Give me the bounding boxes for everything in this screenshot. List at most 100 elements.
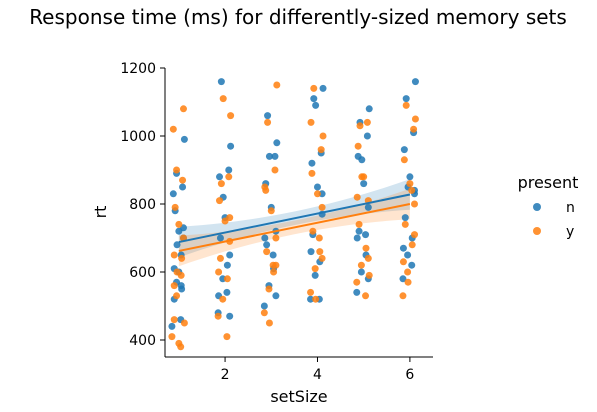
- point-y: [168, 333, 176, 341]
- point-y: [272, 261, 280, 269]
- point-y: [399, 292, 407, 300]
- point-n: [169, 190, 177, 198]
- point-n: [272, 292, 280, 300]
- point-n: [400, 146, 408, 154]
- point-y: [364, 254, 372, 262]
- point-y: [179, 176, 187, 184]
- point-n: [307, 295, 315, 303]
- regression-line-n: [178, 193, 411, 244]
- legend: present n y: [518, 173, 579, 240]
- point-y: [173, 268, 181, 276]
- point-y: [353, 278, 361, 286]
- point-y: [260, 309, 268, 317]
- point-n: [264, 112, 272, 120]
- point-y: [400, 156, 408, 164]
- point-y: [180, 319, 188, 327]
- point-y: [362, 292, 370, 300]
- point-y: [365, 271, 373, 279]
- point-n: [271, 152, 279, 160]
- point-n: [178, 285, 186, 293]
- point-n: [168, 322, 176, 330]
- point-n: [307, 248, 315, 256]
- point-y: [214, 312, 222, 320]
- point-y: [272, 234, 280, 242]
- point-y: [309, 227, 317, 235]
- point-y: [169, 125, 177, 133]
- point-n: [225, 166, 233, 174]
- x-tick-label: 4: [313, 367, 322, 383]
- point-y: [357, 261, 365, 269]
- point-y: [223, 333, 231, 341]
- point-n: [363, 132, 371, 140]
- point-n: [180, 135, 188, 143]
- point-n: [310, 95, 318, 103]
- point-y: [263, 248, 271, 256]
- point-y: [219, 95, 227, 103]
- point-y: [406, 180, 414, 188]
- chart-title: Response time (ms) for differently-sized…: [29, 5, 567, 29]
- point-n: [364, 203, 372, 211]
- point-y: [226, 214, 234, 222]
- point-n: [179, 183, 187, 191]
- point-n: [216, 173, 224, 181]
- point-y: [404, 278, 412, 286]
- point-y: [171, 203, 179, 211]
- point-y: [273, 81, 281, 89]
- point-y: [404, 268, 412, 276]
- point-n: [365, 105, 373, 113]
- point-n: [263, 241, 271, 249]
- point-y: [264, 118, 272, 126]
- y-tick-label: 800: [129, 197, 156, 213]
- point-y: [225, 173, 233, 181]
- point-n: [226, 251, 234, 259]
- y-tick-label: 600: [129, 265, 156, 281]
- point-n: [399, 244, 407, 252]
- point-y: [261, 183, 269, 191]
- point-y: [219, 295, 227, 303]
- point-y: [362, 244, 370, 252]
- point-y: [307, 288, 315, 296]
- point-y: [401, 220, 409, 228]
- point-y: [170, 282, 178, 290]
- regression-lines: [178, 193, 411, 252]
- point-n: [217, 78, 225, 86]
- x-tick-label: 6: [405, 367, 414, 383]
- point-y: [271, 166, 279, 174]
- point-y: [270, 268, 278, 276]
- point-y: [316, 248, 324, 256]
- legend-marker-y: [533, 227, 541, 235]
- x-tick-label: 2: [221, 367, 230, 383]
- point-y: [175, 339, 183, 347]
- point-n: [319, 84, 327, 92]
- legend-title: present: [518, 173, 579, 192]
- point-n: [308, 159, 316, 167]
- point-n: [399, 275, 407, 283]
- point-y: [411, 231, 419, 239]
- point-n: [355, 227, 363, 235]
- point-y: [223, 275, 231, 283]
- point-n: [360, 180, 368, 188]
- point-y: [216, 254, 224, 262]
- point-y: [399, 258, 407, 266]
- point-y: [173, 292, 181, 300]
- point-y: [170, 316, 178, 324]
- y-tick-label: 1000: [120, 129, 156, 145]
- point-y: [170, 251, 178, 259]
- point-n: [227, 142, 235, 150]
- point-n: [353, 234, 361, 242]
- point-y: [312, 295, 320, 303]
- point-y: [402, 101, 410, 109]
- point-n: [357, 268, 365, 276]
- x-ticks: 2 4 6: [221, 357, 414, 383]
- point-y: [353, 193, 361, 201]
- point-y: [354, 142, 362, 150]
- point-y: [319, 132, 327, 140]
- point-n: [226, 312, 234, 320]
- point-n: [358, 156, 366, 164]
- point-n: [173, 241, 181, 249]
- point-y: [265, 285, 273, 293]
- point-n: [260, 302, 268, 310]
- point-n: [408, 261, 416, 269]
- x-axis-label: setSize: [270, 387, 327, 406]
- point-n: [353, 288, 361, 296]
